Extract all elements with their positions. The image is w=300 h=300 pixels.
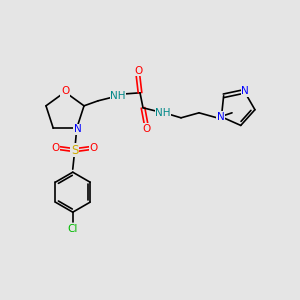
Text: NH: NH [155,108,171,118]
Text: S: S [71,144,78,157]
Text: O: O [90,143,98,153]
Text: N: N [242,86,249,96]
Text: N: N [74,124,82,134]
Text: O: O [52,143,60,153]
Text: NH: NH [110,91,126,101]
Text: Cl: Cl [68,224,78,234]
Text: O: O [142,124,150,134]
Text: N: N [217,112,224,122]
Text: O: O [134,66,142,76]
Text: O: O [61,86,69,96]
